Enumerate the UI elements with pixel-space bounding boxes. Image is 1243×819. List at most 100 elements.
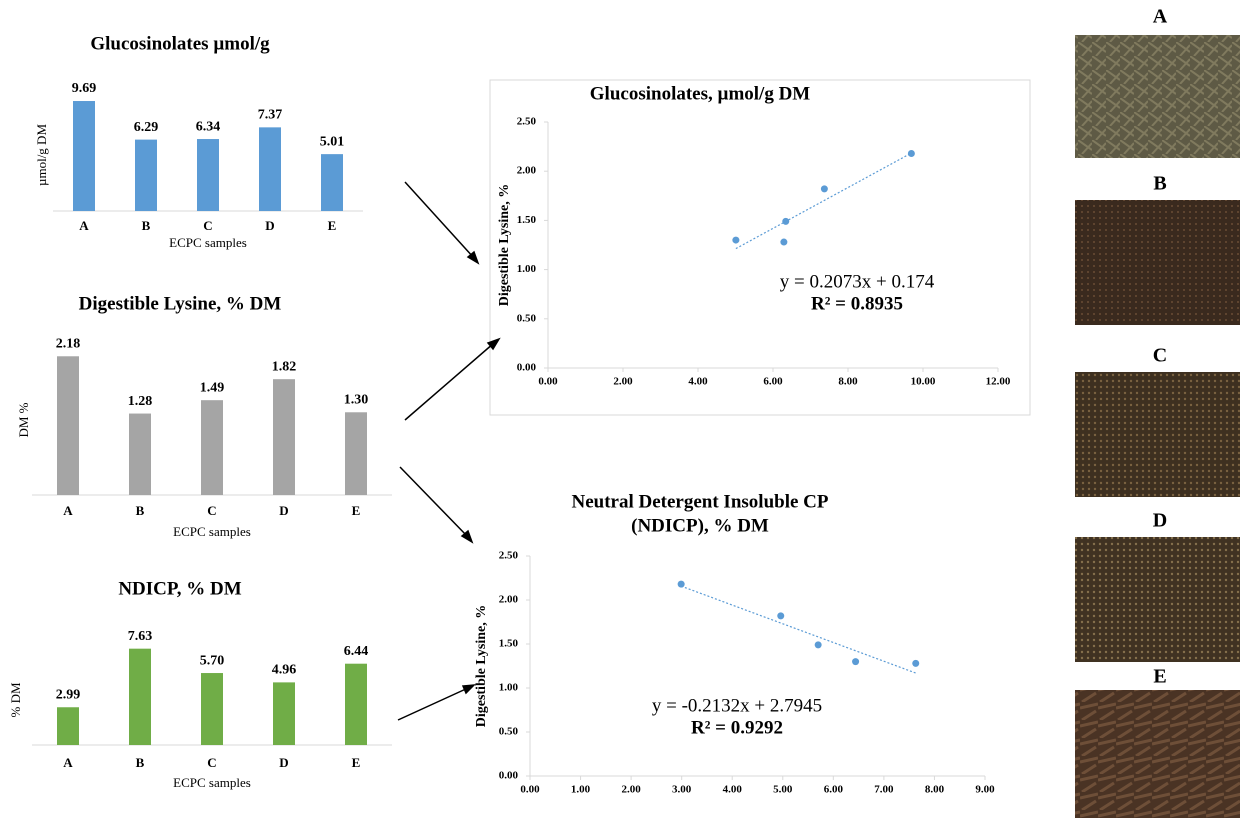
y-tick-label: 1.00	[517, 263, 537, 275]
x-tick-label: 2.00	[613, 376, 633, 388]
bar	[129, 414, 151, 495]
bar	[201, 400, 223, 495]
y-tick-label: 2.50	[499, 550, 519, 562]
value-label: 4.96	[272, 663, 297, 678]
x-tick-label: 4.00	[723, 784, 743, 796]
value-label: 1.82	[272, 359, 297, 374]
chart-frame	[490, 80, 1030, 415]
chart-title: NDICP, % DM	[118, 578, 241, 599]
trendline	[736, 153, 912, 249]
y-axis-title: % DM	[8, 682, 23, 717]
x-tick-label: A	[79, 218, 89, 233]
y-tick-label: 1.50	[517, 214, 537, 226]
photo	[1075, 690, 1240, 818]
r-squared: R² = 0.8935	[811, 293, 903, 314]
chart-title: Glucosinolates, µmol/g DM	[590, 83, 811, 104]
x-tick-label: 0.00	[538, 376, 558, 388]
y-tick-label: 2.00	[517, 165, 537, 177]
x-tick-label: E	[352, 755, 361, 770]
chart-title: Digestible Lysine, % DM	[79, 293, 282, 314]
point	[815, 641, 822, 648]
x-axis-title: ECPC samples	[173, 775, 251, 790]
point	[821, 185, 828, 192]
point	[782, 218, 789, 225]
y-tick-label: 0.00	[517, 362, 537, 374]
x-tick-label: 8.00	[925, 784, 945, 796]
x-tick-label: B	[136, 755, 145, 770]
value-label: 7.63	[128, 629, 153, 644]
photos: A B C D E	[1075, 6, 1240, 818]
photo-label: C	[1153, 345, 1167, 367]
x-tick-label: D	[279, 755, 288, 770]
x-tick-label: D	[265, 218, 274, 233]
x-tick-label: 0.00	[520, 784, 540, 796]
value-label: 6.44	[344, 644, 369, 659]
chart-title: Glucosinolates µmol/g	[90, 33, 270, 54]
bar	[73, 101, 95, 211]
trendline	[681, 586, 916, 673]
photo-label: D	[1153, 510, 1167, 532]
x-axis-title: ECPC samples	[173, 524, 251, 539]
point	[777, 612, 784, 619]
value-label: 9.69	[72, 81, 97, 96]
value-label: 7.37	[258, 108, 283, 123]
value-label: 6.34	[196, 119, 221, 134]
x-tick-label: E	[328, 218, 337, 233]
value-label: 2.18	[56, 336, 81, 351]
y-tick-label: 0.50	[499, 726, 519, 738]
x-tick-label: 3.00	[672, 784, 692, 796]
bar	[57, 707, 79, 745]
point	[780, 239, 787, 246]
photo	[1075, 372, 1240, 497]
photo	[1075, 537, 1240, 662]
x-tick-label: E	[352, 503, 361, 518]
x-tick-label: A	[63, 755, 73, 770]
r-squared: R² = 0.9292	[691, 717, 783, 738]
x-tick-label: 9.00	[975, 784, 995, 796]
value-label: 1.28	[128, 394, 153, 409]
bar	[201, 673, 223, 745]
y-tick-label: 2.50	[517, 116, 537, 128]
x-tick-label: 5.00	[773, 784, 793, 796]
chart-title: (NDICP), % DM	[631, 515, 769, 536]
point	[912, 660, 919, 667]
x-tick-label: 6.00	[824, 784, 844, 796]
x-tick-label: C	[203, 218, 212, 233]
x-tick-label: C	[207, 755, 216, 770]
y-tick-label: 0.50	[517, 312, 537, 324]
bar	[259, 127, 281, 211]
bar	[273, 682, 295, 745]
bar	[57, 356, 79, 495]
bar	[345, 664, 367, 745]
value-label: 2.99	[56, 687, 81, 702]
value-label: 5.70	[200, 653, 225, 668]
value-label: 1.49	[200, 380, 225, 395]
x-tick-label: 10.00	[911, 376, 936, 388]
bar	[197, 139, 219, 211]
x-tick-label: 8.00	[838, 376, 858, 388]
figure: A B C D E Glucosinolates µmol/gµmol/g DM…	[0, 0, 1243, 819]
value-label: 6.29	[134, 120, 159, 135]
x-tick-label: 2.00	[621, 784, 641, 796]
y-tick-label: 1.00	[499, 682, 519, 694]
equation: y = 0.2073x + 0.174	[780, 271, 935, 292]
bar	[273, 379, 295, 495]
photo	[1075, 35, 1240, 158]
x-tick-label: 1.00	[571, 784, 591, 796]
x-tick-label: D	[279, 503, 288, 518]
point	[908, 150, 915, 157]
bar	[345, 412, 367, 495]
photo	[1075, 200, 1240, 325]
point	[852, 658, 859, 665]
x-tick-label: 6.00	[763, 376, 783, 388]
x-tick-label: B	[136, 503, 145, 518]
value-label: 5.01	[320, 134, 345, 149]
equation: y = -0.2132x + 2.7945	[652, 695, 822, 716]
bar	[129, 649, 151, 745]
photo-label: E	[1153, 666, 1166, 688]
bar	[321, 154, 343, 211]
x-tick-label: 12.00	[986, 376, 1011, 388]
chart-title: Neutral Detergent Insoluble CP	[572, 491, 829, 512]
y-axis-title: Digestible Lysine, %	[497, 184, 512, 307]
x-tick-label: 4.00	[688, 376, 708, 388]
